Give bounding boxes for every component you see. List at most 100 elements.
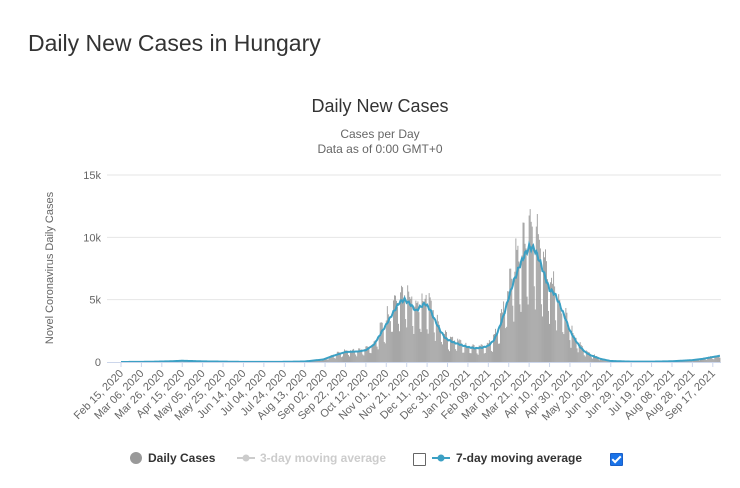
daily-cases-bar: [453, 340, 455, 362]
daily-cases-bar: [536, 214, 538, 362]
daily-cases-bar: [517, 245, 519, 362]
daily-cases-bar: [704, 358, 706, 362]
daily-cases-bar: [690, 360, 692, 362]
daily-cases-bar: [486, 342, 488, 362]
daily-cases-bar: [552, 283, 554, 362]
daily-cases-bar: [562, 332, 564, 362]
daily-cases-bar: [357, 350, 359, 362]
daily-cases-bar: [344, 349, 345, 362]
daily-cases-bar: [455, 349, 457, 362]
daily-cases-bar: [370, 353, 372, 362]
daily-cases-bar: [375, 341, 377, 362]
daily-cases-bar: [492, 334, 494, 362]
daily-cases-bar: [584, 356, 586, 362]
daily-cases-bar: [349, 356, 350, 362]
daily-cases-bar: [409, 296, 411, 362]
daily-cases-bar: [448, 349, 449, 362]
daily-cases-bar: [425, 294, 427, 362]
daily-cases-bar: [360, 349, 362, 362]
daily-cases-bar: [456, 350, 458, 362]
daily-cases-bar: [416, 303, 418, 362]
daily-cases-bar: [379, 322, 381, 362]
daily-cases-bar: [435, 322, 437, 362]
daily-cases-bar: [364, 348, 366, 362]
daily-cases-bar: [514, 271, 516, 362]
daily-cases-bar: [558, 294, 560, 362]
daily-cases-bar: [594, 354, 595, 362]
legend-three-day-average[interactable]: 3-day moving average: [237, 451, 386, 465]
daily-cases-bar: [454, 340, 456, 362]
legend-seven-day-marker: [437, 454, 445, 462]
daily-cases-bar: [505, 328, 507, 362]
daily-cases-bar: [384, 343, 386, 362]
daily-cases-bar: [713, 359, 715, 362]
daily-cases-bar: [442, 335, 444, 362]
daily-cases-bar: [377, 349, 379, 362]
daily-cases-bar: [541, 316, 543, 362]
legend: Daily Cases 3-day moving average 7-day m…: [130, 451, 582, 465]
daily-cases-bar: [483, 353, 485, 362]
daily-cases-bar: [501, 309, 503, 362]
daily-cases-bar: [427, 333, 429, 362]
daily-cases-bar: [602, 359, 604, 362]
daily-cases-bar: [404, 295, 406, 362]
daily-cases-bar: [606, 360, 608, 362]
daily-cases-bar: [717, 355, 719, 362]
daily-cases-bar: [392, 300, 394, 362]
daily-cases-bar: [436, 314, 438, 362]
daily-cases-bar: [603, 359, 605, 362]
legend-daily-cases-marker: [130, 452, 142, 464]
daily-cases-bar: [361, 349, 363, 362]
daily-cases-bar: [422, 301, 424, 362]
daily-cases-bar: [510, 268, 512, 362]
legend-seven-day-average[interactable]: 7-day moving average: [432, 451, 582, 465]
daily-cases-bar: [406, 327, 408, 362]
daily-cases-bar: [430, 300, 432, 362]
daily-cases-bar: [330, 355, 332, 362]
daily-cases-bar: [499, 343, 500, 362]
daily-cases-bar: [389, 321, 391, 362]
daily-cases-bar: [548, 310, 549, 362]
daily-cases-bar: [336, 351, 338, 362]
daily-cases-bar: [346, 350, 347, 362]
daily-cases-bar: [507, 291, 509, 362]
legend-three-day-label: 3-day moving average: [260, 451, 386, 465]
daily-cases-bar: [527, 304, 529, 362]
daily-cases-bar: [353, 348, 355, 362]
daily-cases-bar: [699, 360, 700, 362]
daily-cases-bar: [595, 356, 596, 362]
daily-cases-bar: [714, 355, 716, 362]
seven-day-average-checkbox[interactable]: [610, 453, 623, 466]
daily-cases-bar: [601, 358, 603, 362]
legend-daily-cases[interactable]: Daily Cases: [130, 451, 216, 465]
daily-cases-bar: [702, 358, 704, 362]
seven-day-average-line: [120, 240, 721, 363]
daily-cases-bar: [555, 320, 557, 362]
daily-cases-bar: [424, 298, 426, 362]
daily-cases-bar: [708, 356, 710, 362]
daily-cases-bar: [470, 353, 472, 362]
daily-cases-bar: [358, 348, 360, 362]
three-day-average-checkbox[interactable]: [413, 453, 426, 466]
daily-cases-bar: [362, 354, 364, 362]
daily-cases-bar: [382, 329, 384, 362]
daily-cases-bar: [386, 306, 388, 362]
daily-cases-bar: [489, 342, 491, 362]
daily-cases-bar: [572, 333, 574, 362]
daily-cases-bar: [537, 234, 539, 362]
daily-cases-bar: [519, 304, 521, 362]
daily-cases-bar: [381, 322, 383, 362]
daily-cases-bar: [395, 295, 396, 362]
daily-cases-bar: [423, 302, 425, 362]
daily-cases-bar: [434, 340, 436, 362]
daily-cases-bar: [715, 355, 717, 362]
daily-cases-bar: [399, 331, 400, 362]
daily-cases-bar: [431, 310, 433, 362]
daily-cases-bar: [420, 332, 422, 362]
daily-cases-bar: [698, 360, 699, 362]
daily-cases-bar: [512, 305, 514, 362]
daily-cases-bar: [703, 357, 705, 362]
y-axis-ticks: 0 5k 10k 15k: [83, 170, 101, 369]
daily-cases-bar: [554, 286, 556, 362]
daily-cases-bar: [347, 350, 348, 362]
